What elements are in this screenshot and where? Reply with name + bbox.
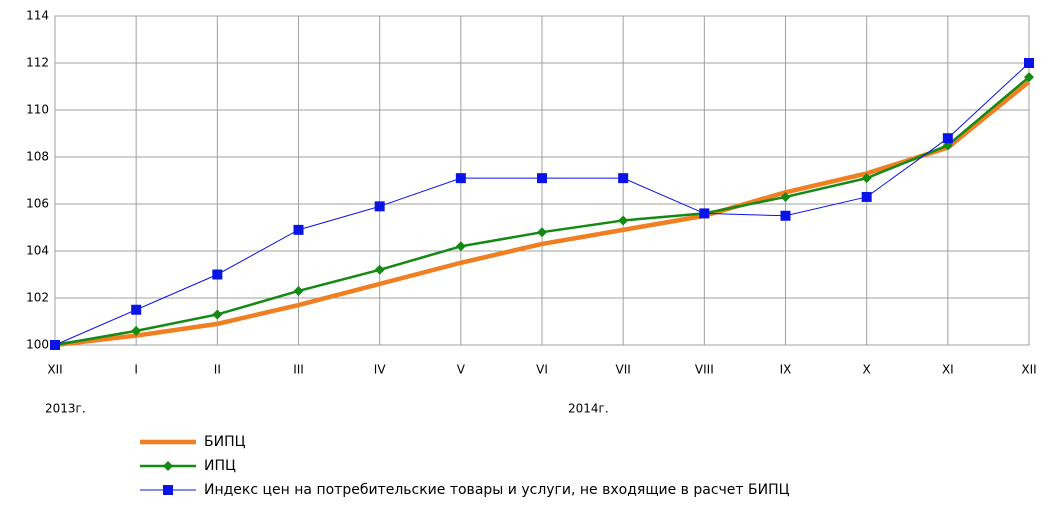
marker <box>699 208 710 219</box>
y-tick-label: 114 <box>26 9 49 23</box>
legend-label: БИПЦ <box>204 434 246 450</box>
x-tick-label: II <box>214 363 221 377</box>
y-tick-label: 100 <box>26 338 49 352</box>
marker <box>861 173 872 184</box>
legend-marker <box>163 485 173 495</box>
marker <box>131 325 142 336</box>
marker <box>293 224 304 235</box>
marker <box>618 173 629 184</box>
x-tick-label: XI <box>942 363 954 377</box>
x-tick-label: IX <box>780 363 792 377</box>
marker <box>212 269 223 280</box>
x-tick-label: VIII <box>695 363 714 377</box>
y-tick-label: 102 <box>26 291 49 305</box>
y-tick-label: 106 <box>26 197 49 211</box>
x-tick-label: VI <box>536 363 548 377</box>
x-tick-label: V <box>457 363 466 377</box>
marker <box>1024 58 1034 68</box>
marker <box>618 215 629 226</box>
x-tick-label: III <box>293 363 304 377</box>
x-tick-label: IV <box>374 363 387 377</box>
y-tick-label: 110 <box>26 103 49 117</box>
marker <box>293 285 304 296</box>
marker <box>131 304 142 315</box>
marker <box>780 191 791 202</box>
annotation: 2014г. <box>568 402 609 416</box>
marker <box>861 191 872 202</box>
marker <box>455 173 466 184</box>
x-tick-label: I <box>134 363 138 377</box>
y-tick-label: 112 <box>26 56 49 70</box>
marker <box>50 340 60 350</box>
marker <box>374 201 385 212</box>
marker <box>942 133 953 144</box>
marker <box>780 210 791 221</box>
legend-label: ИПЦ <box>204 458 236 474</box>
marker <box>374 264 385 275</box>
x-tick-label: XII <box>47 363 62 377</box>
y-tick-label: 104 <box>26 244 49 258</box>
x-tick-label: VII <box>616 363 631 377</box>
marker <box>212 309 223 320</box>
x-tick-label: X <box>863 363 871 377</box>
legend-marker <box>163 461 173 471</box>
marker <box>537 173 547 184</box>
marker <box>1024 72 1034 83</box>
x-tick-label: XII <box>1021 363 1036 377</box>
legend-label: Индекс цен на потребительские товары и у… <box>204 482 790 498</box>
marker <box>455 241 466 252</box>
y-tick-label: 108 <box>26 150 49 164</box>
marker <box>537 227 547 238</box>
annotation: 2013г. <box>45 402 86 416</box>
